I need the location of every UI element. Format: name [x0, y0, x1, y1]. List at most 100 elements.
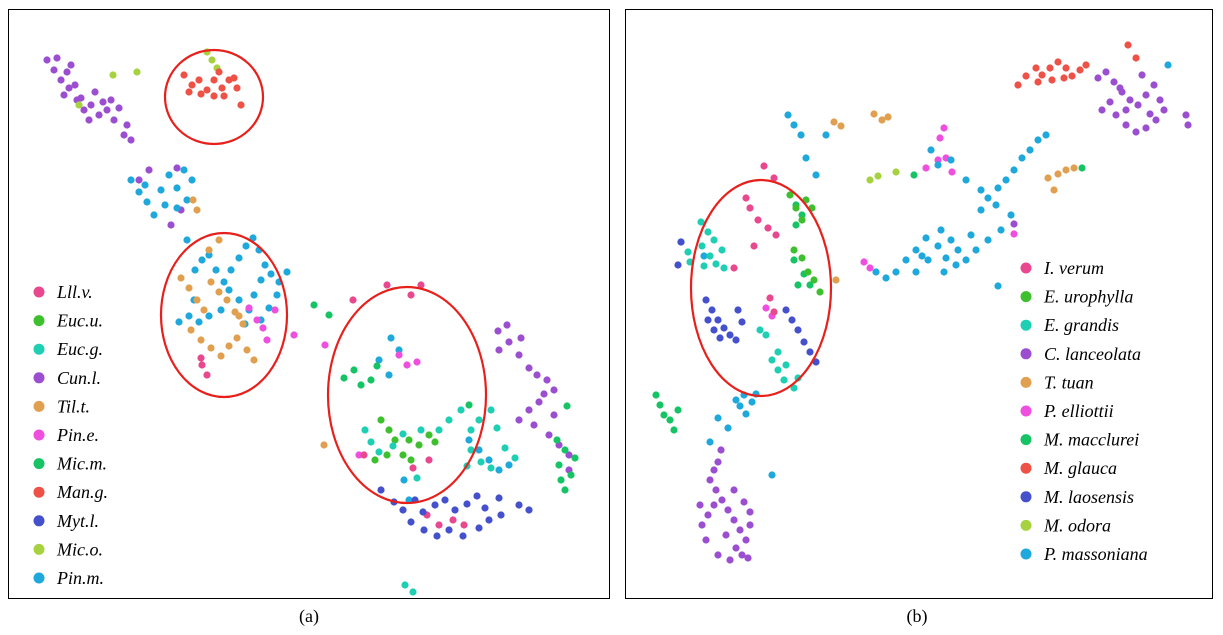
- scatter-point: [702, 296, 710, 304]
- scatter-point: [517, 334, 525, 342]
- scatter-point: [940, 268, 948, 276]
- scatter-point: [373, 362, 381, 370]
- scatter-point: [467, 426, 475, 434]
- scatter-point: [977, 206, 985, 214]
- legend-label: Mic.o.: [56, 539, 103, 559]
- scatter-point: [984, 194, 992, 202]
- scatter-point: [1160, 106, 1168, 114]
- scatter-point: [1070, 164, 1078, 172]
- scatter-point: [494, 327, 502, 335]
- scatter-point: [710, 326, 718, 334]
- scatter-point: [1050, 186, 1058, 194]
- scatter-point: [742, 410, 750, 418]
- scatter-point: [1042, 131, 1050, 139]
- scatter-point: [714, 551, 722, 559]
- scatter-point: [1062, 166, 1070, 174]
- scatter-point: [892, 268, 900, 276]
- scatter-point: [220, 92, 228, 100]
- scatter-point: [770, 174, 778, 182]
- scatter-point: [912, 246, 920, 254]
- scatter-point: [837, 122, 845, 130]
- scatter-point: [1124, 41, 1132, 49]
- scatter-point: [794, 326, 802, 334]
- legend-marker: [33, 429, 45, 441]
- scatter-point: [730, 264, 738, 272]
- scatter-point: [495, 494, 503, 502]
- scatter-point: [487, 464, 495, 472]
- scatter-point: [706, 438, 714, 446]
- scatter-point: [399, 430, 407, 438]
- scatter-point: [435, 426, 443, 434]
- scatter-point: [768, 356, 776, 364]
- scatter-point: [746, 204, 754, 212]
- scatter-point: [962, 256, 970, 264]
- scatter-point: [792, 204, 800, 212]
- scatter-point: [349, 296, 357, 304]
- scatter-point: [1022, 72, 1030, 80]
- scatter-point: [239, 320, 247, 328]
- scatter-point: [237, 101, 245, 109]
- scatter-point: [223, 296, 231, 304]
- scatter-point: [283, 268, 291, 276]
- scatter-point: [267, 270, 275, 278]
- scatter-point: [1044, 174, 1052, 182]
- legend-marker: [1020, 376, 1032, 388]
- scatter-point: [459, 532, 467, 540]
- scatter-point: [810, 276, 818, 284]
- scatter-point: [684, 248, 692, 256]
- scatter-point: [720, 324, 728, 332]
- scatter-point: [215, 68, 223, 76]
- scatter-plot-b: I. verum E. urophylla E. grandis C. lanceol…: [652, 41, 1192, 564]
- scatter-point: [208, 56, 216, 64]
- scatter-point: [962, 176, 970, 184]
- scatter-point: [60, 91, 68, 99]
- scatter-point: [718, 496, 726, 504]
- legend-marker: [1020, 291, 1032, 303]
- legend-label: Pin.e.: [56, 425, 99, 445]
- scatter-point: [210, 92, 218, 100]
- scatter-point: [706, 252, 714, 260]
- scatter-point: [173, 184, 181, 192]
- scatter-point: [399, 451, 407, 459]
- scatter-point: [730, 516, 738, 524]
- scatter-point: [806, 281, 814, 289]
- scatter-point: [704, 316, 712, 324]
- scatter-point: [710, 466, 718, 474]
- scatter-point: [947, 156, 955, 164]
- scatter-point: [1142, 91, 1150, 99]
- scatter-point: [677, 238, 685, 246]
- scatter-point: [259, 324, 267, 332]
- scatter-point: [1142, 124, 1150, 132]
- legend-marker: [1020, 405, 1032, 417]
- scatter-point: [185, 88, 193, 96]
- scatter-point: [505, 461, 513, 469]
- scatter-point: [103, 106, 111, 114]
- scatter-point: [1060, 74, 1068, 82]
- scatter-plot-a: Lll.v. Euc.u. Euc.g. Cun.l. Til.t. Pin.e. Mic.…: [33, 48, 579, 596]
- scatter-point: [457, 406, 465, 414]
- scatter-point: [702, 536, 710, 544]
- scatter-point: [188, 81, 196, 89]
- scatter-point: [161, 201, 169, 209]
- scatter-point: [465, 401, 473, 409]
- scatter-point: [233, 84, 241, 92]
- scatter-point: [738, 318, 746, 326]
- scatter-point: [724, 424, 732, 432]
- scatter-point: [1038, 71, 1046, 79]
- scatter-point: [772, 231, 780, 239]
- scatter-point: [463, 500, 471, 508]
- legend-label: T. tuan: [1044, 372, 1094, 392]
- scatter-point: [736, 526, 744, 534]
- scatter-point: [712, 486, 720, 494]
- scatter-point: [243, 346, 251, 354]
- scatter-point: [1018, 154, 1026, 162]
- scatter-point: [571, 454, 579, 462]
- scatter-point: [207, 278, 215, 286]
- scatter-point: [399, 506, 407, 514]
- scatter-point: [250, 291, 258, 299]
- scatter-point: [706, 476, 714, 484]
- scatter-point: [415, 441, 423, 449]
- scatter-point: [730, 486, 738, 494]
- legend-label: Cun.l.: [57, 368, 101, 388]
- scatter-point: [806, 348, 814, 356]
